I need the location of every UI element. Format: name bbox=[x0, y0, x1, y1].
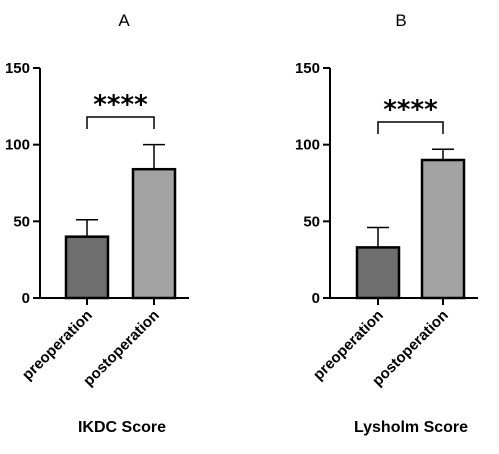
panel-b-y-tick-label: 50 bbox=[303, 213, 320, 230]
panel-a-x-axis-title: IKDC Score bbox=[78, 419, 166, 436]
panel-a-y-tick-label: 150 bbox=[5, 60, 30, 77]
panel-b: B Lysholm Score 050100150preoperationpos… bbox=[295, 11, 478, 436]
panel-b-bar-preoperation bbox=[355, 246, 401, 300]
panel-b-significance-bracket bbox=[377, 121, 444, 134]
panel-a-y-tick-label: 50 bbox=[13, 213, 30, 230]
panel-b-y-tick-label: 0 bbox=[312, 290, 320, 307]
panel-b-letter: B bbox=[395, 11, 406, 30]
panel-b-y-tick-label: 150 bbox=[295, 60, 320, 77]
panel-a-y-tick-label: 0 bbox=[22, 290, 30, 307]
panel-a-bar-postoperation bbox=[131, 167, 177, 300]
panel-b-y-tick-label: 100 bbox=[295, 137, 320, 154]
panel-a-y-tick-label: 100 bbox=[5, 137, 30, 154]
panel-a: A IKDC Score 050100150preoperationpostop… bbox=[5, 11, 189, 436]
panel-b-x-axis-title: Lysholm Score bbox=[354, 419, 468, 436]
panel-a-significance-bracket bbox=[86, 116, 155, 129]
panel-b-significance-label: **** bbox=[383, 95, 438, 125]
panel-a-bar-preoperation bbox=[64, 235, 110, 300]
panel-b-bar-postoperation bbox=[420, 158, 466, 300]
panel-a-letter: A bbox=[118, 11, 130, 30]
panel-a-significance-label: **** bbox=[93, 90, 148, 120]
